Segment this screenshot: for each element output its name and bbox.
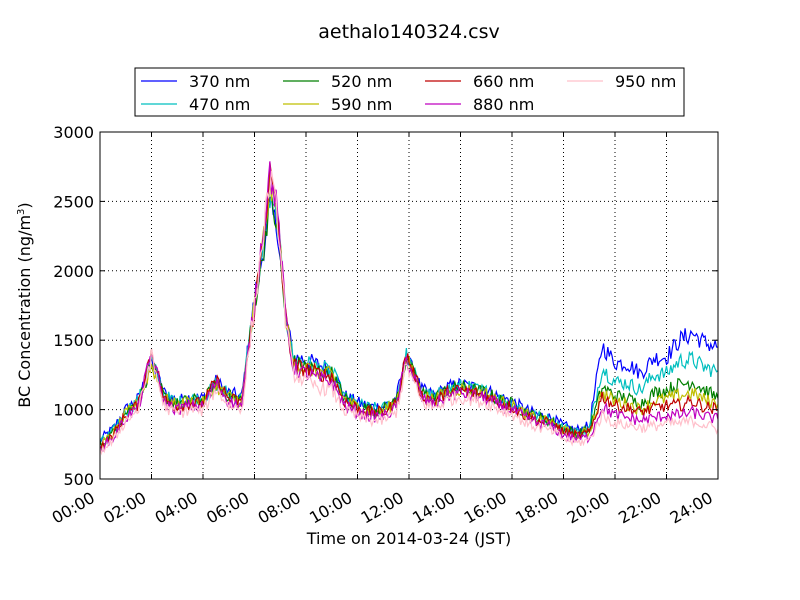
x-tick-label: 14:00 (409, 488, 458, 528)
series-line-370-nm (100, 194, 718, 443)
legend-label: 880 nm (473, 95, 534, 114)
grid-lines (100, 132, 718, 479)
x-tick-label: 04:00 (152, 488, 201, 528)
series-line-590-nm (100, 171, 718, 450)
legend-label: 590 nm (331, 95, 392, 114)
tick-marks (99, 131, 719, 480)
legend-label: 520 nm (331, 72, 392, 91)
x-tick-label: 06:00 (203, 488, 252, 528)
y-tick-label: 1000 (53, 401, 94, 420)
chart-title: aethalo140324.csv (318, 21, 500, 43)
x-tick-label: 00:00 (49, 488, 98, 528)
x-tick-label: 24:00 (667, 488, 716, 528)
x-tick-label: 10:00 (306, 488, 355, 528)
y-tick-label: 500 (63, 470, 94, 489)
y-axis-label: BC Concentration (ng/m3) (15, 202, 34, 407)
series-line-880-nm (100, 161, 718, 452)
x-tick-label: 12:00 (358, 488, 407, 528)
legend-label: 370 nm (189, 72, 250, 91)
series-line-950-nm (100, 170, 718, 456)
y-tick-label: 3000 (53, 123, 94, 142)
x-tick-label: 20:00 (564, 488, 613, 528)
legend-box (134, 67, 685, 117)
legend-label: 950 nm (615, 72, 676, 91)
y-axis-label-main: BC Concentration (ng/m (15, 215, 34, 408)
legend: 370 nm 470 nm 520 nm 590 nm 660 nm 880 nm 950 … (134, 67, 685, 117)
legend-label: 660 nm (473, 72, 534, 91)
x-axis-label: Time on 2014-03-24 (JST) (306, 529, 511, 548)
x-tick-label: 08:00 (255, 488, 304, 528)
legend-label: 470 nm (189, 95, 250, 114)
x-tick-label: 18:00 (512, 488, 561, 528)
y-axis-label-end: ) (15, 202, 34, 208)
x-tick-labels: 00:00 02:00 04:00 06:00 08:00 10:00 12:00 14:00… (49, 488, 716, 528)
y-tick-label: 2500 (53, 192, 94, 211)
y-tick-label: 1500 (53, 331, 94, 350)
x-tick-label: 02:00 (100, 488, 149, 528)
y-axis-label-sup: 3 (16, 209, 27, 215)
y-tick-labels: 500 1000 1500 2000 2500 3000 (53, 123, 94, 489)
x-tick-label: 22:00 (615, 488, 664, 528)
y-tick-label: 2000 (53, 262, 94, 281)
x-tick-label: 16:00 (461, 488, 510, 528)
series-lines (100, 161, 718, 456)
